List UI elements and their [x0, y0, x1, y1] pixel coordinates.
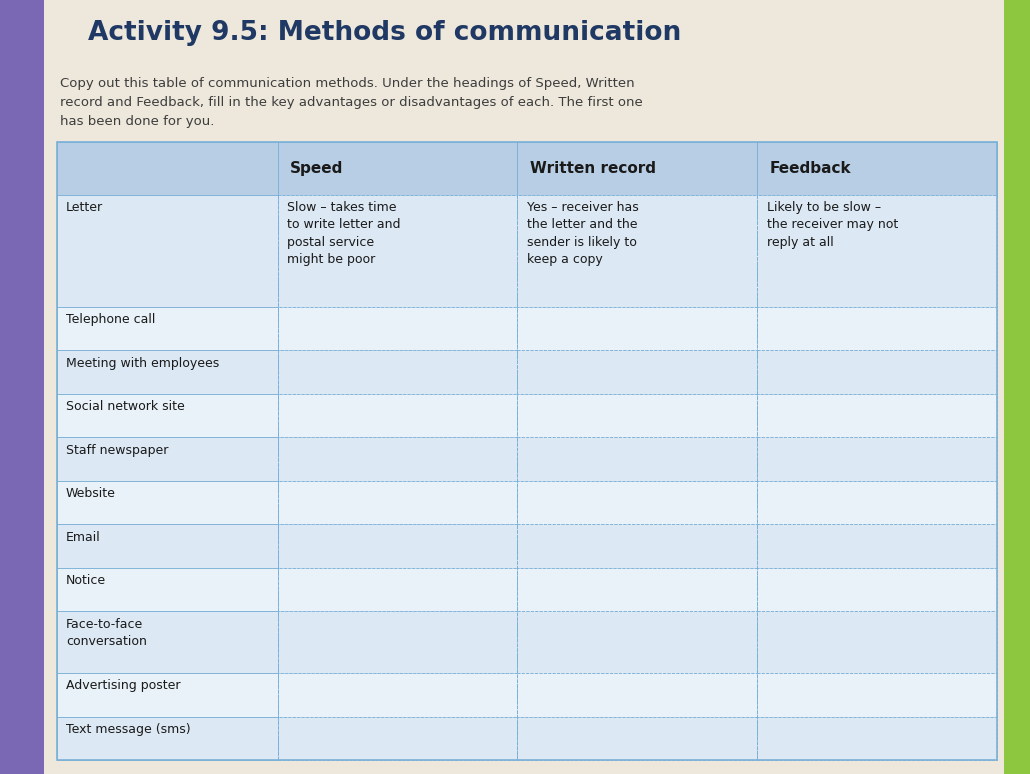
Text: Feedback: Feedback — [769, 161, 851, 176]
Bar — [757, 351, 997, 394]
Bar — [757, 394, 997, 437]
Bar — [57, 568, 278, 611]
Bar — [57, 525, 278, 568]
Bar — [757, 437, 997, 481]
Bar — [757, 525, 997, 568]
Bar — [278, 611, 517, 673]
Bar — [278, 673, 517, 717]
Bar — [57, 717, 278, 760]
Bar — [517, 194, 757, 307]
Bar — [278, 525, 517, 568]
Text: Text message (sms): Text message (sms) — [66, 723, 191, 736]
Bar — [517, 481, 757, 525]
Text: Social network site: Social network site — [66, 400, 184, 413]
Text: Face-to-face
conversation: Face-to-face conversation — [66, 618, 147, 648]
Bar — [517, 673, 757, 717]
Bar — [517, 525, 757, 568]
Bar — [278, 481, 517, 525]
Text: Yes – receiver has
the letter and the
sender is likely to
keep a copy: Yes – receiver has the letter and the se… — [526, 200, 639, 266]
Bar — [757, 194, 997, 307]
Bar — [278, 194, 517, 307]
Bar — [57, 673, 278, 717]
Bar — [517, 142, 757, 194]
Text: Email: Email — [66, 531, 101, 543]
Text: Notice: Notice — [66, 574, 106, 587]
Bar — [757, 307, 997, 351]
Text: Website: Website — [66, 487, 115, 500]
Text: Copy out this table of communication methods. Under the headings of Speed, Writt: Copy out this table of communication met… — [60, 77, 643, 128]
Bar — [57, 194, 278, 307]
Bar — [57, 481, 278, 525]
Text: Meeting with employees: Meeting with employees — [66, 357, 219, 370]
Bar — [517, 394, 757, 437]
Text: Telephone call: Telephone call — [66, 313, 156, 326]
Bar — [57, 351, 278, 394]
Bar — [0, 0, 44, 774]
Bar — [57, 611, 278, 673]
Bar — [757, 481, 997, 525]
Bar — [517, 611, 757, 673]
Bar — [1004, 0, 1030, 774]
Bar — [757, 717, 997, 760]
Bar — [278, 717, 517, 760]
Text: Advertising poster: Advertising poster — [66, 680, 180, 692]
Bar — [57, 394, 278, 437]
Bar — [278, 394, 517, 437]
Bar — [517, 351, 757, 394]
Bar — [57, 142, 278, 194]
Bar — [757, 568, 997, 611]
Bar — [278, 568, 517, 611]
Bar — [517, 307, 757, 351]
Text: Written record: Written record — [529, 161, 656, 176]
Bar — [757, 142, 997, 194]
Bar — [278, 437, 517, 481]
Text: Staff newspaper: Staff newspaper — [66, 444, 168, 457]
Text: Slow – takes time
to write letter and
postal service
might be poor: Slow – takes time to write letter and po… — [287, 200, 401, 266]
Bar — [757, 611, 997, 673]
Bar — [517, 437, 757, 481]
Text: Letter: Letter — [66, 200, 103, 214]
Bar — [57, 437, 278, 481]
Bar — [517, 568, 757, 611]
Bar — [57, 307, 278, 351]
Text: Speed: Speed — [290, 161, 343, 176]
Bar — [57, 142, 997, 760]
Bar — [517, 717, 757, 760]
Text: Likely to be slow –
the receiver may not
reply at all: Likely to be slow – the receiver may not… — [766, 200, 898, 248]
Text: Activity 9.5: Methods of communication: Activity 9.5: Methods of communication — [88, 19, 681, 46]
Bar — [757, 673, 997, 717]
Bar — [278, 142, 517, 194]
Bar — [278, 351, 517, 394]
Bar — [278, 307, 517, 351]
